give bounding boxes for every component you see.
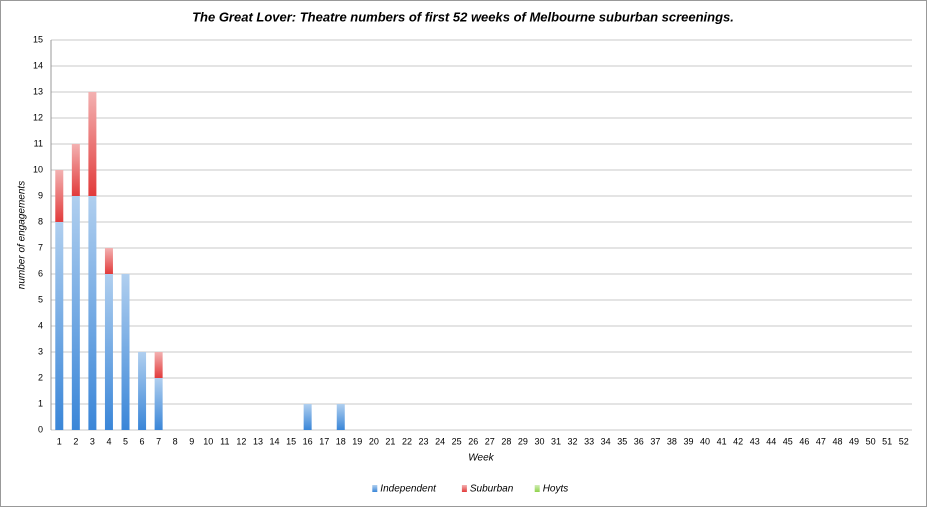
y-tick-label: 8 [38,216,43,226]
x-tick-label: 38 [667,436,677,446]
y-tick-label: 13 [33,86,43,96]
x-tick-label: 24 [435,436,445,446]
x-axis-label: Week [468,453,494,464]
x-tick-label: 18 [336,436,346,446]
legend-label: Suburban [470,484,514,495]
x-tick-label: 21 [385,436,395,446]
x-tick-label: 14 [270,436,280,446]
x-tick-label: 20 [369,436,379,446]
x-tick-label: 17 [319,436,329,446]
x-tick-label: 44 [766,436,776,446]
x-tick-label: 35 [617,436,627,446]
y-tick-label: 0 [38,424,43,434]
bar-segment [55,222,64,430]
y-tick-label: 4 [38,320,43,330]
x-tick-label: 5 [123,436,128,446]
x-tick-label: 29 [518,436,528,446]
x-tick-label: 11 [220,436,229,446]
bar-segment [55,170,64,222]
x-tick-label: 46 [799,436,809,446]
bar-segment [104,248,113,274]
x-tick-label: 23 [419,436,429,446]
x-tick-label: 51 [882,436,892,446]
bar-segment [104,274,113,430]
bar-segment [336,404,345,430]
x-tick-label: 25 [452,436,462,446]
bar-segment [303,404,312,430]
x-tick-label: 36 [634,436,644,446]
x-tick-label: 2 [73,436,78,446]
y-tick-label: 15 [33,34,43,44]
y-tick-label: 2 [38,372,43,382]
x-tick-label: 6 [140,436,145,446]
legend: Independent Suburban Hoyts [372,484,568,495]
x-tick-label: 43 [750,436,760,446]
x-tick-label: 48 [832,436,842,446]
x-tick-label: 45 [783,436,793,446]
x-tick-label: 19 [352,436,362,446]
x-tick-label: 31 [551,436,561,446]
x-tick-label: 13 [253,436,263,446]
y-tick-label: 1 [38,398,43,408]
chart-title: The Great Lover: Theatre numbers of firs… [192,9,734,24]
x-tick-label: 32 [568,436,578,446]
legend-swatch [372,485,378,492]
y-tick-label: 3 [38,346,43,356]
bar-segment [88,196,97,430]
legend-swatch [461,485,467,492]
y-tick-label: 7 [38,242,43,252]
x-tick-label: 22 [402,436,412,446]
x-tick-label: 52 [899,436,909,446]
legend-label: Hoyts [543,484,569,495]
x-tick-label: 28 [501,436,511,446]
y-axis-label: number of engagements [17,181,28,289]
y-tick-label: 6 [38,268,43,278]
x-tick-label: 16 [303,436,313,446]
x-tick-label: 33 [584,436,594,446]
bar-segment [154,378,163,430]
x-tick-label: 30 [534,436,544,446]
x-tick-label: 34 [601,436,611,446]
x-tick-label: 4 [106,436,111,446]
x-tick-label: 3 [90,436,95,446]
y-tick-label: 11 [34,138,43,148]
x-tick-label: 9 [189,436,194,446]
x-tick-label: 26 [468,436,478,446]
x-tick-label: 7 [156,436,161,446]
bar-segment [71,144,80,196]
bar-segment [71,196,80,430]
x-tick-label: 8 [173,436,178,446]
bar-segment [88,92,97,196]
x-tick-label: 49 [849,436,859,446]
x-tick-label: 47 [816,436,826,446]
x-tick-label: 15 [286,436,296,446]
x-tick-label: 42 [733,436,743,446]
y-tick-label: 5 [38,294,43,304]
x-tick-label: 41 [717,436,727,446]
x-tick-label: 40 [700,436,710,446]
bar-segment [154,352,163,378]
x-tick-label: 37 [650,436,660,446]
x-tick-label: 39 [683,436,693,446]
y-tick-label: 9 [38,190,43,200]
x-tick-label: 1 [57,436,62,446]
y-tick-label: 12 [33,112,43,122]
x-tick-label: 27 [485,436,495,446]
y-tick-label: 14 [33,60,43,70]
bar-segment [138,352,147,430]
x-tick-label: 12 [236,436,246,446]
x-tick-label: 10 [203,436,213,446]
x-tick-label: 50 [866,436,876,446]
legend-label: Independent [380,484,437,495]
bar-segment [121,274,130,430]
y-tick-label: 10 [33,164,43,174]
legend-swatch [534,485,540,492]
